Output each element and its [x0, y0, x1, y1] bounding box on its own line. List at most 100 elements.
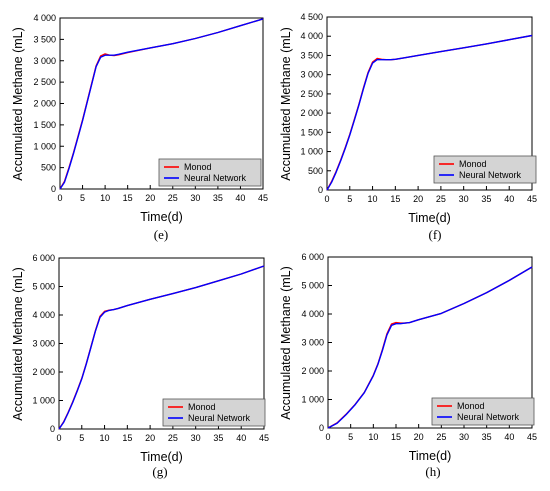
x-tick-label: 20 — [413, 194, 423, 204]
x-axis-label: Time(d) — [140, 450, 183, 464]
y-tick-label: 6 000 — [301, 252, 324, 262]
series-line-neural-network — [58, 265, 265, 430]
y-tick-label: 4 500 — [300, 12, 323, 22]
legend-label: Neural Network — [184, 173, 247, 183]
series-line-neural-network — [326, 34, 533, 191]
plot-frame — [326, 16, 533, 191]
x-tick-label: 5 — [79, 433, 84, 443]
legend-label: Neural Network — [459, 170, 522, 180]
y-tick-label: 2 000 — [301, 366, 324, 376]
legend-box — [162, 398, 266, 427]
chart-panel: 0 5 10 15 20 25 30 35 40 45 0 500 1 000 1 500 2 000 2 5… — [11, 13, 268, 242]
y-tick-label: 0 — [318, 185, 323, 195]
chart-panel: 0 5 10 15 20 25 30 35 40 45 0 1 000 2 000 3 000 4 000 5… — [279, 252, 537, 479]
y-tick-label: 0 — [50, 424, 55, 434]
x-tick-label: 10 — [100, 433, 110, 443]
legend-label: Neural Network — [188, 413, 251, 423]
x-tick-label: 10 — [100, 193, 110, 203]
x-tick-label: 35 — [481, 194, 491, 204]
y-tick-label: 2 500 — [33, 77, 56, 87]
x-tick-label: 20 — [145, 193, 155, 203]
y-tick-label: 3 000 — [300, 70, 323, 80]
legend-box — [433, 155, 537, 184]
x-tick-label: 25 — [436, 194, 446, 204]
y-tick-label: 1 000 — [33, 141, 56, 151]
x-axis-label: Time(d) — [140, 210, 183, 224]
x-tick-label: 0 — [57, 193, 62, 203]
y-tick-label: 4 000 — [301, 309, 324, 319]
chart-panel: 0 5 10 15 20 25 30 35 40 45 0 1 000 2 000 3 000 4 000 5… — [11, 253, 269, 479]
legend-label: Neural Network — [457, 412, 520, 422]
y-tick-label: 2 000 — [32, 367, 55, 377]
x-axis-label: Time(d) — [408, 211, 451, 225]
x-tick-label: 30 — [191, 433, 201, 443]
x-tick-label: 45 — [258, 193, 268, 203]
y-axis-label: Accumulated Methane (mL) — [279, 266, 293, 420]
x-tick-label: 10 — [368, 432, 378, 442]
y-tick-label: 0 — [319, 423, 324, 433]
x-tick-label: 40 — [504, 194, 514, 204]
y-tick-label: 4 000 — [32, 310, 55, 320]
x-tick-label: 30 — [190, 193, 200, 203]
y-tick-label: 4 000 — [300, 31, 323, 41]
series-line-neural-network — [59, 18, 264, 190]
x-tick-label: 15 — [391, 432, 401, 442]
y-tick-label: 3 500 — [33, 34, 56, 44]
x-tick-label: 35 — [482, 432, 492, 442]
legend-box — [158, 158, 262, 187]
panel-caption: (g) — [152, 464, 167, 479]
y-tick-label: 500 — [41, 163, 56, 173]
y-tick-label: 2 000 — [33, 99, 56, 109]
x-tick-label: 25 — [168, 433, 178, 443]
y-axis-label: Accumulated Methane (mL) — [11, 267, 25, 421]
y-tick-label: 3 000 — [33, 56, 56, 66]
x-tick-label: 10 — [368, 194, 378, 204]
panel-caption: (h) — [425, 464, 440, 479]
y-tick-label: 1 500 — [33, 120, 56, 130]
y-axis-label: Accumulated Methane (mL) — [11, 27, 25, 181]
x-tick-label: 20 — [145, 433, 155, 443]
x-tick-label: 30 — [459, 194, 469, 204]
y-tick-label: 6 000 — [32, 253, 55, 263]
y-axis-label: Accumulated Methane (mL) — [279, 27, 293, 181]
x-tick-label: 45 — [527, 432, 537, 442]
x-tick-label: 15 — [123, 193, 133, 203]
y-tick-label: 500 — [308, 166, 323, 176]
x-tick-label: 5 — [80, 193, 85, 203]
x-tick-label: 45 — [527, 194, 537, 204]
legend-label: Monod — [457, 401, 485, 411]
x-tick-label: 25 — [168, 193, 178, 203]
x-tick-label: 45 — [259, 433, 269, 443]
x-tick-label: 30 — [459, 432, 469, 442]
x-tick-label: 0 — [325, 432, 330, 442]
y-tick-label: 1 000 — [300, 147, 323, 157]
x-tick-label: 15 — [390, 194, 400, 204]
y-tick-label: 3 000 — [32, 339, 55, 349]
y-tick-label: 4 000 — [33, 13, 56, 23]
y-tick-label: 1 500 — [300, 127, 323, 137]
x-tick-label: 40 — [504, 432, 514, 442]
y-tick-label: 5 000 — [32, 282, 55, 292]
x-tick-label: 0 — [56, 433, 61, 443]
panel-caption: (e) — [154, 227, 168, 242]
y-tick-label: 1 000 — [32, 396, 55, 406]
panel-caption: (f) — [429, 227, 442, 242]
chart-panel: 0 5 10 15 20 25 30 35 40 45 0 500 1 000 1 500 2 000 2 5… — [279, 12, 537, 242]
x-tick-label: 35 — [213, 193, 223, 203]
y-tick-label: 2 500 — [300, 89, 323, 99]
y-tick-label: 2 000 — [300, 108, 323, 118]
x-tick-label: 5 — [347, 194, 352, 204]
series-line-neural-network — [327, 266, 533, 429]
x-axis-label: Time(d) — [409, 449, 452, 463]
legend-box — [431, 397, 535, 426]
y-tick-label: 1 000 — [301, 395, 324, 405]
legend-label: Monod — [184, 162, 212, 172]
x-tick-label: 40 — [236, 433, 246, 443]
x-tick-label: 5 — [348, 432, 353, 442]
y-tick-label: 5 000 — [301, 281, 324, 291]
